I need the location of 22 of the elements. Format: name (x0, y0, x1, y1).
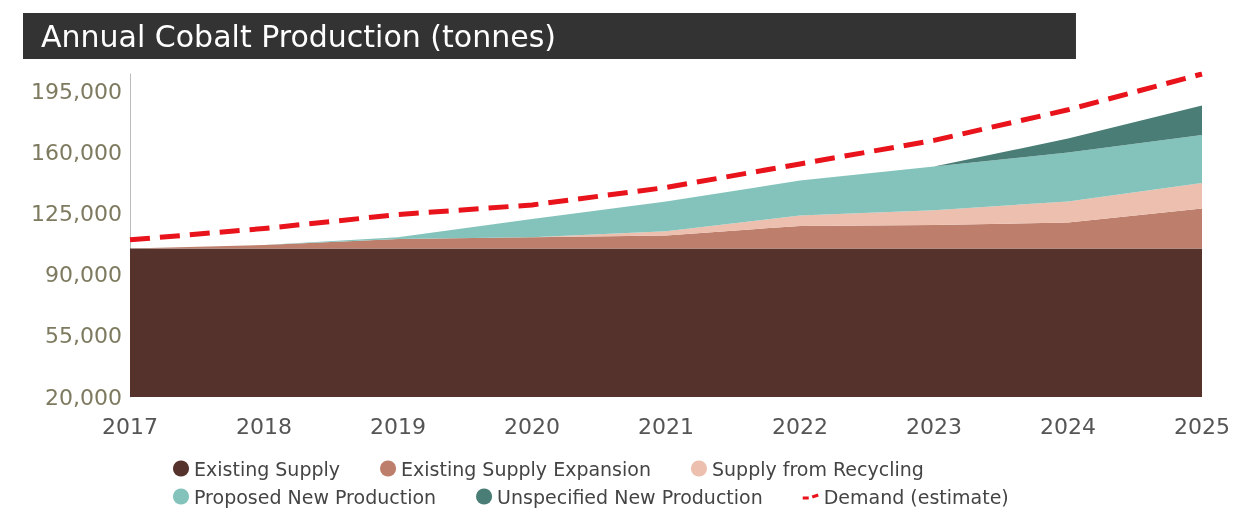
y-tick-label: 55,000 (45, 323, 122, 349)
x-tick-label: 2022 (772, 413, 828, 439)
y-tick-label: 125,000 (31, 201, 122, 227)
x-tick-label: 2019 (370, 413, 426, 439)
x-tick-label: 2018 (236, 413, 292, 439)
x-tick-label: 2017 (102, 413, 158, 439)
x-tick-label: 2020 (504, 413, 560, 439)
chart-title: Annual Cobalt Production (tonnes) (41, 18, 556, 54)
y-tick-label: 90,000 (45, 262, 122, 288)
y-tick-label: 160,000 (31, 140, 122, 166)
legend-label: Existing Supply (194, 457, 341, 480)
legend-label: Demand (estimate) (823, 485, 1009, 508)
x-tick-label: 2025 (1174, 413, 1230, 439)
legend-label: Proposed New Production (194, 485, 437, 508)
legend-label: Supply from Recycling (711, 457, 924, 480)
y-tick-label: 20,000 (45, 384, 122, 410)
x-tick-label: 2021 (638, 413, 694, 439)
legend-label: Existing Supply Expansion (401, 457, 651, 480)
y-tick-label: 195,000 (31, 78, 122, 104)
x-tick-label: 2023 (906, 413, 962, 439)
x-tick-label: 2024 (1040, 413, 1096, 439)
legend-label: Unspecified New Production (497, 485, 763, 508)
